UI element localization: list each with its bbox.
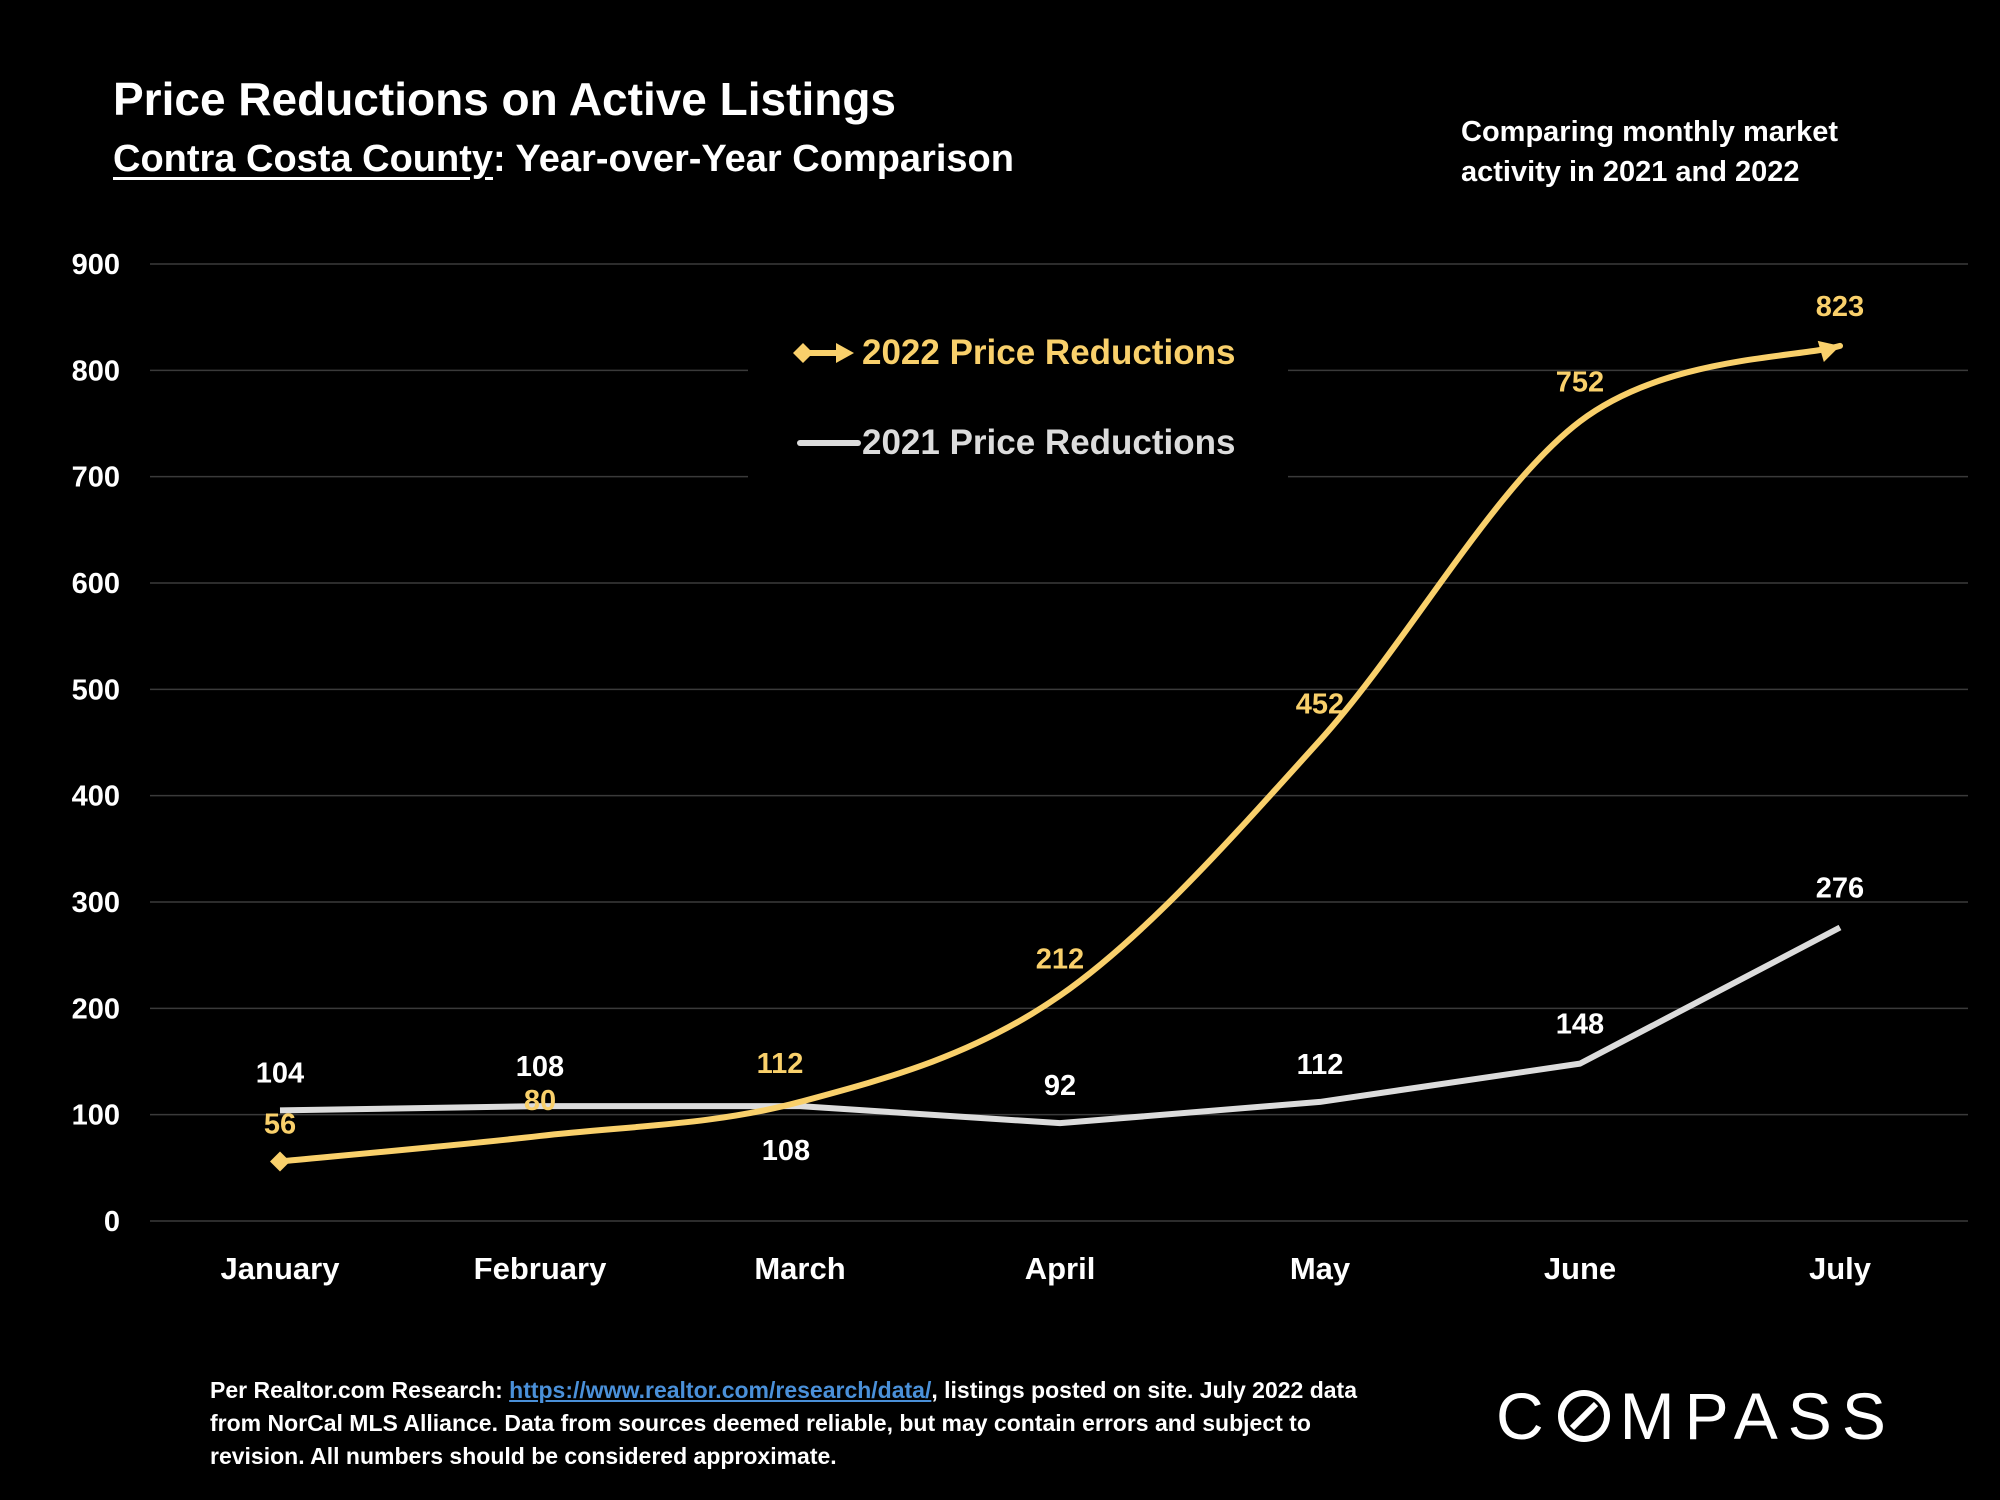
- side-note: Comparing monthly market activity in 202…: [1461, 116, 1839, 188]
- series-line-2022: [277, 342, 1843, 1165]
- data-label-2021: 104: [256, 1057, 304, 1089]
- source-footnote: Per Realtor.com Research: https://www.re…: [210, 1374, 1360, 1473]
- chart-title: Price Reductions on Active Listings: [113, 73, 897, 125]
- footnote-prefix: Per Realtor.com Research:: [210, 1377, 510, 1403]
- y-tick-label: 0: [104, 1206, 120, 1238]
- data-label-2021: 276: [1816, 873, 1864, 905]
- subtitle-rest: : Year-over-Year Comparison: [493, 138, 1014, 180]
- compass-logo: C MPASS: [1496, 1378, 1896, 1454]
- data-label-2022: 56: [264, 1108, 296, 1140]
- data-label-2022: 80: [524, 1085, 556, 1117]
- data-label-2021: 148: [1556, 1009, 1604, 1041]
- y-tick-label: 800: [72, 355, 120, 387]
- y-tick-label: 300: [72, 887, 120, 919]
- y-tick-label: 700: [72, 462, 120, 494]
- x-tick-label: June: [1544, 1251, 1616, 1286]
- series-2022-start-marker: [270, 1151, 290, 1172]
- logo-text-end: MPASS: [1619, 1379, 1896, 1453]
- legend-2022-diamond-icon: [793, 343, 813, 363]
- grid-lines: [150, 263, 1968, 1222]
- data-labels: 104 108 108 92 112 148 276 56 80 112 212 452 752 823: [256, 291, 1864, 1167]
- x-axis-ticks: January February March April May June July: [221, 1251, 1872, 1286]
- x-tick-label: March: [754, 1251, 845, 1286]
- data-label-2021: 92: [1044, 1070, 1076, 1102]
- y-tick-label: 900: [72, 249, 120, 281]
- line-chart: 0 100 200 300 400 500 600 700 800 900 January Febr…: [72, 249, 1968, 1286]
- data-label-2021: 108: [516, 1051, 564, 1083]
- y-tick-label: 200: [72, 993, 120, 1025]
- logo-text-start: C: [1496, 1379, 1554, 1453]
- x-tick-label: July: [1809, 1251, 1872, 1286]
- data-label-2022: 752: [1556, 366, 1604, 398]
- series-2022-end-arrow: [1817, 340, 1840, 363]
- legend-2022-arrow-icon: [836, 343, 854, 363]
- y-tick-label: 100: [72, 1100, 120, 1132]
- compass-o-icon: [1557, 1390, 1610, 1442]
- footnote-suffix: , listings posted on site. July 2022 dat…: [210, 1377, 1357, 1469]
- legend-2022-label: 2022 Price Reductions: [862, 333, 1236, 372]
- series-lines: [270, 340, 1843, 1172]
- data-label-2022: 452: [1296, 688, 1344, 720]
- county-name: Contra Costa County: [113, 138, 493, 180]
- legend-2021-label: 2021 Price Reductions: [862, 423, 1236, 462]
- source-link[interactable]: https://www.realtor.com/research/data/: [509, 1377, 932, 1403]
- x-tick-label: February: [474, 1251, 607, 1286]
- y-tick-label: 400: [72, 781, 120, 813]
- y-tick-label: 600: [72, 568, 120, 600]
- series-line-2021: [279, 924, 1842, 1127]
- legend: 2022 Price Reductions 2021 Price Reductio…: [748, 316, 1288, 478]
- y-tick-label: 500: [72, 674, 120, 706]
- legend-background: [748, 316, 1288, 478]
- x-tick-label: May: [1290, 1251, 1351, 1286]
- x-tick-label: January: [221, 1251, 341, 1286]
- data-label-2022: 212: [1036, 944, 1084, 976]
- x-tick-label: April: [1025, 1251, 1096, 1286]
- data-label-2022: 112: [757, 1048, 804, 1080]
- data-label-2021: 108: [762, 1135, 810, 1167]
- data-label-2022: 823: [1816, 291, 1864, 323]
- data-label-2021: 112: [1297, 1049, 1344, 1081]
- chart-subtitle: Contra Costa County: Year-over-Year Comp…: [113, 138, 1014, 181]
- y-axis-ticks: 0 100 200 300 400 500 600 700 800 900: [72, 249, 120, 1238]
